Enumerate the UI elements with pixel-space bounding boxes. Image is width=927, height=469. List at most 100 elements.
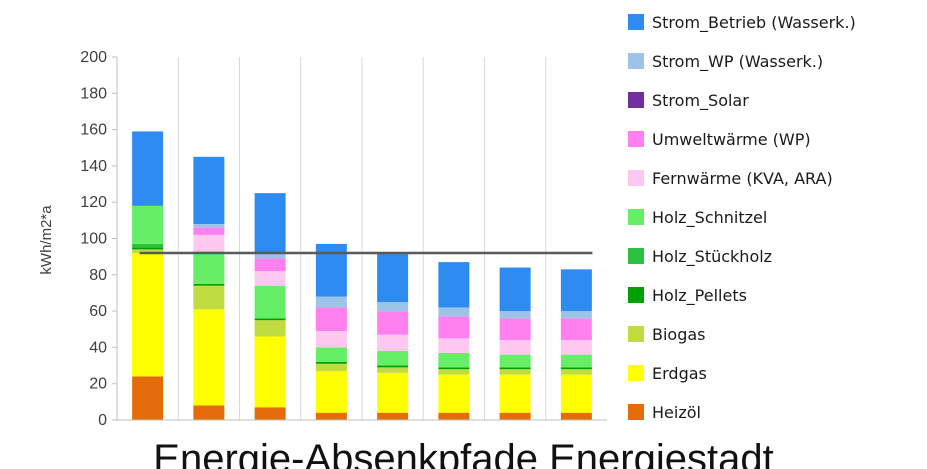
bar-segment: [499, 340, 531, 355]
bar-segment: [254, 320, 286, 337]
bar-segment: [499, 412, 531, 420]
legend-swatch: [628, 248, 644, 264]
axes: 0204060801001201401601802002015202020252…: [80, 49, 607, 429]
bar-segment: [560, 318, 592, 341]
bar-segment: [254, 258, 286, 272]
bar-segment: [254, 318, 286, 321]
bar-segment: [377, 302, 409, 312]
bar-segment: [377, 367, 409, 373]
bar-segment: [438, 262, 470, 308]
bar-segment: [315, 347, 347, 362]
legend-label: Fernwärme (KVA, ARA): [652, 169, 833, 188]
legend-swatch: [628, 365, 644, 381]
bar-segment: [560, 412, 592, 420]
bar-segment: [377, 412, 409, 420]
bar-segment: [499, 367, 531, 370]
bar-segment: [193, 251, 225, 284]
bar-segment: [254, 253, 286, 259]
legend-swatch: [628, 53, 644, 69]
bar-segment: [132, 253, 164, 377]
bar-segment: [132, 247, 164, 250]
bar-segment: [438, 338, 470, 353]
legend-swatch: [628, 326, 644, 342]
bar-segment: [560, 340, 592, 355]
bar-segment: [193, 285, 225, 310]
bar-segment: [193, 234, 225, 252]
y-tick-label: 140: [80, 158, 107, 175]
y-tick-label: 120: [80, 194, 107, 211]
legend-label: Holz_Pellets: [652, 286, 747, 306]
y-tick-label: 60: [89, 303, 107, 320]
bar-segment: [315, 370, 347, 413]
legend: Strom_Betrieb (Wasserk.) Strom_WP (Wasser…: [628, 13, 856, 422]
bar-segment: [315, 412, 347, 420]
bar-segment: [193, 405, 225, 420]
legend-label: Strom_Betrieb (Wasserk.): [652, 13, 856, 33]
bar-segment: [254, 271, 286, 286]
bar-segment: [499, 267, 531, 312]
bar-segment: [560, 354, 592, 368]
bar-segment: [315, 331, 347, 348]
grid-lines: [177, 57, 547, 420]
bar-segment: [499, 318, 531, 341]
y-tick-label: 80: [89, 267, 107, 284]
legend-label: Biogas: [652, 325, 706, 344]
bar-segment: [377, 351, 409, 366]
bar-segment: [499, 311, 531, 319]
legend-swatch: [628, 404, 644, 420]
bar-segment: [438, 374, 470, 413]
bar-segment: [193, 309, 225, 406]
stacked-bar-chart: 0204060801001201401601802002015202020252…: [38, 13, 856, 429]
bar-segment: [254, 336, 286, 408]
bar-segment: [438, 367, 470, 370]
y-tick-label: 160: [80, 122, 107, 139]
bar-segment: [193, 283, 225, 286]
legend-swatch: [628, 209, 644, 225]
bar-segment: [254, 193, 286, 254]
bar-segment: [560, 369, 592, 375]
legend-swatch: [628, 287, 644, 303]
bar-segment: [315, 361, 347, 364]
y-tick-label: 40: [89, 339, 107, 356]
bar-segment: [560, 374, 592, 413]
legend-label: Strom_WP (Wasserk.): [652, 52, 823, 72]
y-tick-label: 100: [80, 231, 107, 248]
legend-label: Holz_Stückholz: [652, 247, 772, 267]
bar-segment: [499, 374, 531, 413]
bar-segment: [315, 363, 347, 371]
legend-label: Holz_Schnitzel: [652, 208, 767, 228]
bar-segment: [254, 285, 286, 319]
bar-segment: [438, 369, 470, 375]
bar-segment: [377, 334, 409, 352]
bar-segment: [193, 223, 225, 228]
bar-segment: [132, 131, 164, 206]
bar-segment: [254, 407, 286, 420]
legend-swatch: [628, 92, 644, 108]
legend-label: Umweltwärme (WP): [652, 130, 811, 149]
caption: Energie-Absenkpfade Energiestadt: [153, 437, 774, 469]
bar-segment: [377, 311, 409, 335]
legend-swatch: [628, 170, 644, 186]
legend-label: Erdgas: [652, 364, 707, 383]
y-tick-label: 20: [89, 376, 107, 393]
legend-label: Strom_Solar: [652, 91, 749, 111]
bar-segment: [132, 249, 164, 254]
legend-swatch: [628, 14, 644, 30]
bars: [132, 131, 592, 420]
legend-label: Heizöl: [652, 403, 701, 422]
legend-swatch: [628, 131, 644, 147]
bar-segment: [315, 296, 347, 308]
bar-segment: [560, 269, 592, 312]
y-tick-label: 180: [80, 85, 107, 102]
bar-segment: [560, 367, 592, 370]
bar-segment: [499, 354, 531, 368]
bar-segment: [438, 316, 470, 339]
bar-segment: [377, 365, 409, 368]
bar-segment: [132, 205, 164, 244]
bar-segment: [438, 307, 470, 317]
y-tick-label: 200: [80, 49, 107, 66]
bar-segment: [499, 369, 531, 375]
y-tick-label: 0: [98, 412, 107, 429]
bar-segment: [315, 307, 347, 332]
